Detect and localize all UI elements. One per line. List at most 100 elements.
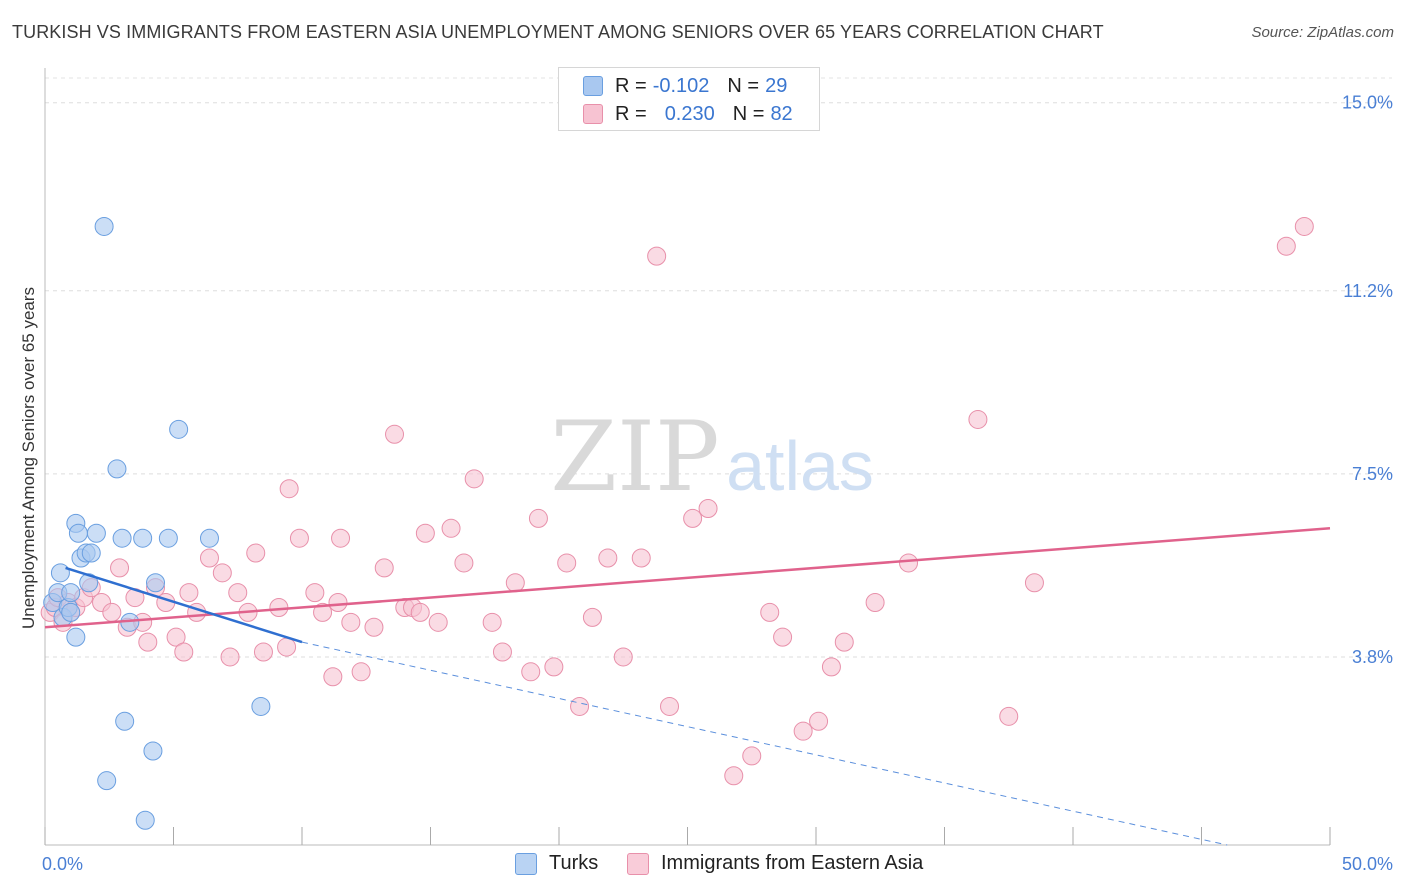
eastern-asia-point <box>698 499 718 519</box>
x-tick-label: 0.0% <box>42 854 83 874</box>
legend-n-label: N = <box>732 102 765 125</box>
turks-point <box>112 528 132 548</box>
eastern-asia-point <box>570 696 590 716</box>
eastern-asia-point <box>441 518 461 538</box>
y-tick-label: 7.5% <box>1352 464 1393 484</box>
legend-swatch-eastern-asia <box>583 104 603 124</box>
turks-point <box>146 573 166 593</box>
legend-r-value: -0.102 <box>652 74 710 97</box>
eastern-asia-point <box>374 558 394 578</box>
turks-point <box>68 523 88 543</box>
x-tick-label: 50.0% <box>1342 854 1393 874</box>
legend-item-eastern-asia[interactable]: Immigrants from Eastern Asia <box>627 852 923 875</box>
turks-point <box>61 583 81 603</box>
legend-item-turks[interactable]: Turks <box>515 852 598 875</box>
turks-point <box>97 771 117 791</box>
legend-n-value: 29 <box>765 74 788 97</box>
legend-label-eastern-asia: Immigrants from Eastern Asia <box>661 852 924 874</box>
eastern-asia-point <box>899 553 919 573</box>
eastern-asia-point <box>528 508 548 528</box>
turks-point <box>50 563 70 583</box>
eastern-asia-point <box>228 583 248 603</box>
turks-point <box>169 419 189 439</box>
eastern-asia-point <box>415 523 435 543</box>
turks-point <box>115 711 135 731</box>
legend-swatch-eastern-asia <box>627 852 649 875</box>
eastern-asia-point <box>454 553 474 573</box>
eastern-asia-point <box>102 602 122 622</box>
eastern-asia-point <box>174 642 194 662</box>
trend-line-turks-extension <box>301 641 1228 846</box>
eastern-asia-point <box>968 409 988 429</box>
eastern-asia-point <box>179 583 199 603</box>
axes <box>44 68 1331 846</box>
eastern-asia-point <box>683 508 703 528</box>
eastern-asia-point <box>364 617 384 637</box>
eastern-asia-point <box>505 573 525 593</box>
series-turks-points <box>43 216 271 830</box>
turks-point <box>199 528 219 548</box>
eastern-asia-point <box>724 766 744 786</box>
eastern-asia-point <box>328 593 348 613</box>
turks-point <box>135 810 155 830</box>
series-legend: Turks Immigrants from Eastern Asia <box>0 852 1406 878</box>
eastern-asia-point <box>482 612 502 632</box>
eastern-asia-point <box>166 627 186 647</box>
eastern-asia-point <box>331 528 351 548</box>
eastern-asia-point <box>277 637 297 657</box>
eastern-asia-point <box>521 662 541 682</box>
eastern-asia-point <box>821 657 841 677</box>
eastern-asia-point <box>492 642 512 662</box>
eastern-asia-point <box>138 632 158 652</box>
turks-point <box>61 602 81 622</box>
eastern-asia-point <box>793 721 813 741</box>
watermark-atlas: atlas <box>726 427 874 505</box>
legend-swatch-turks <box>515 852 537 875</box>
eastern-asia-point <box>834 632 854 652</box>
turks-point <box>158 528 178 548</box>
eastern-asia-point <box>313 602 333 622</box>
legend-r-label: R = <box>615 74 647 97</box>
trend-line-eastern-asia <box>44 527 1331 629</box>
turks-point <box>143 741 163 761</box>
eastern-asia-point <box>631 548 651 568</box>
y-tick-labels: 3.8% 7.5% 11.2% 15.0% <box>1342 93 1393 667</box>
y-axis-label: Unemployment Among Seniors over 65 years <box>19 287 38 629</box>
eastern-asia-point <box>110 558 130 578</box>
eastern-asia-point <box>613 647 633 667</box>
eastern-asia-point <box>199 548 219 568</box>
eastern-asia-point <box>760 602 780 622</box>
watermark-zip: ZIP <box>550 401 719 513</box>
eastern-asia-point <box>323 667 343 687</box>
eastern-asia-point <box>742 746 762 766</box>
eastern-asia-point <box>598 548 618 568</box>
eastern-asia-point <box>220 647 240 667</box>
eastern-asia-point <box>647 246 667 266</box>
legend-label-turks: Turks <box>549 852 599 874</box>
eastern-asia-point <box>660 696 680 716</box>
chart-title: TURKISH VS IMMIGRANTS FROM EASTERN ASIA … <box>12 22 1104 42</box>
eastern-asia-point <box>341 612 361 632</box>
gridlines <box>45 77 1392 658</box>
eastern-asia-point <box>582 607 602 627</box>
turks-point <box>251 696 271 716</box>
trend-lines <box>44 527 1331 846</box>
eastern-asia-point <box>410 602 430 622</box>
turks-point <box>81 543 101 563</box>
eastern-asia-point <box>269 597 289 617</box>
eastern-asia-point <box>544 657 564 677</box>
turks-point <box>107 459 127 479</box>
legend-n-value: 82 <box>770 102 793 125</box>
eastern-asia-point <box>385 424 405 444</box>
turks-point <box>133 528 153 548</box>
legend-n-label: N = <box>727 74 760 97</box>
correlation-legend: R = -0.102 N = 29 R = 0.230 N = 82 <box>558 67 820 131</box>
source-label: Source: ZipAtlas.com <box>1251 24 1394 41</box>
eastern-asia-point <box>351 662 371 682</box>
turks-point <box>66 627 86 647</box>
trend-line-turks <box>65 566 303 644</box>
eastern-asia-point <box>1276 236 1296 256</box>
legend-row-eastern-asia: R = 0.230 N = 82 <box>583 100 793 128</box>
x-tick-labels: 0.0% 50.0% <box>42 854 1393 874</box>
